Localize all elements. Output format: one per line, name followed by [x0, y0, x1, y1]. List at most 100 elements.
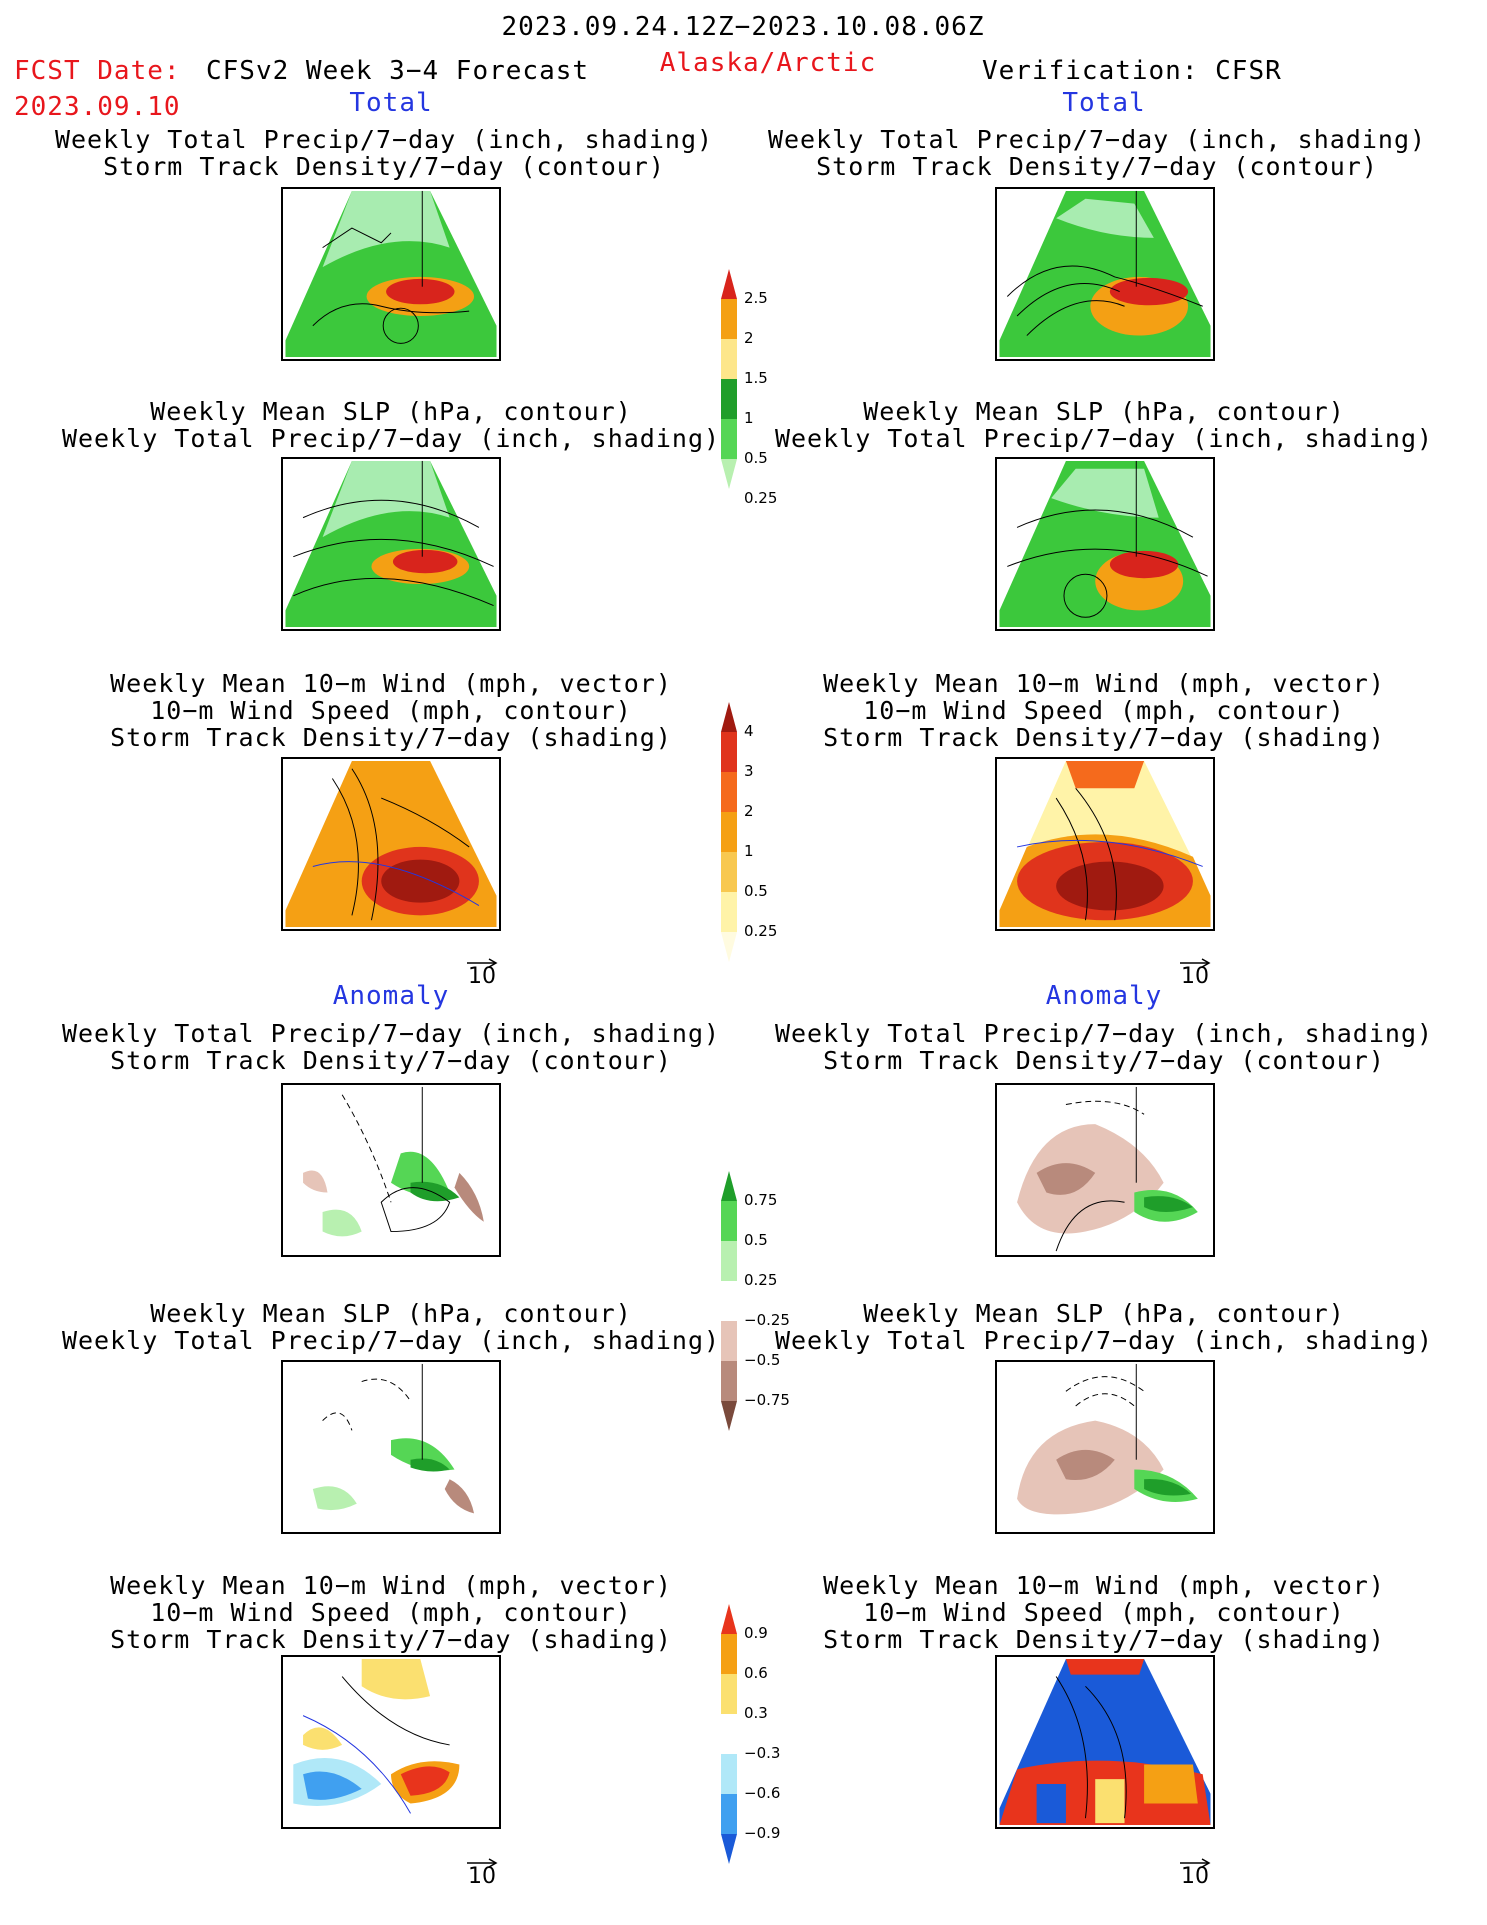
map-anom-wind-storm-verification [995, 1655, 1215, 1829]
colorbar-label: 0.3 [744, 1704, 768, 1722]
vector-reference-total-left: 10 [460, 950, 504, 989]
colorbar-swatch [721, 1634, 737, 1674]
colorbar-swatch [721, 892, 737, 932]
map-anom-precip-storm-verification [995, 1083, 1215, 1257]
colorbar-label: 2 [744, 329, 754, 347]
vector-reference-value: 10 [468, 964, 496, 989]
panel-title-anom-precip-left: Weekly Total Precip/7−day (inch, shading… [62, 1020, 720, 1074]
colorbar-swatch [721, 1241, 737, 1281]
panel-title-line: 10−m Wind Speed (mph, contour) [863, 696, 1345, 725]
map-canvas [999, 1658, 1211, 1826]
colorbar-swatch [721, 1201, 737, 1241]
vector-reference-value: 10 [1181, 964, 1209, 989]
panel-title-line: Storm Track Density/7−day (shading) [823, 723, 1385, 752]
colorbar-label: −0.6 [744, 1784, 781, 1802]
panel-title-total-precip-left: Weekly Total Precip/7−day (inch, shading… [55, 126, 713, 180]
panel-title-line: Storm Track Density/7−day (contour) [110, 1046, 672, 1075]
map-canvas [293, 1658, 460, 1814]
colorbar-label: 1.5 [744, 369, 768, 387]
verification-label: Verification: CFSR [982, 56, 1282, 86]
panel-title-line: Weekly Total Precip/7−day (inch, shading… [774, 1019, 1434, 1048]
arrow-right-icon [1173, 950, 1217, 968]
panel-title-line: Weekly Mean SLP (hPa, contour) [863, 397, 1345, 426]
colorbar-graphic [721, 702, 737, 962]
map-canvas [285, 760, 497, 928]
colorbar-label: 4 [744, 722, 754, 740]
colorbar-label: −0.3 [744, 1744, 781, 1762]
colorbar-label: 1 [744, 409, 754, 427]
colorbar-swatch [721, 419, 737, 459]
colorbar-swatch [721, 1171, 737, 1201]
colorbar-swatch [721, 339, 737, 379]
map-anom-wind-storm-forecast [281, 1655, 501, 1829]
panel-title-line: Weekly Total Precip/7−day (inch, shading… [54, 125, 714, 154]
colorbar-label: 2.5 [744, 289, 768, 307]
colorbar-swatch [721, 1794, 737, 1834]
colorbar-label: 0.25 [744, 922, 778, 940]
map-canvas [1017, 1086, 1198, 1252]
period-title: 2023.09.24.12Z−2023.10.08.06Z [501, 12, 985, 42]
colorbar-label: 0.75 [744, 1191, 778, 1209]
colorbar-graphic [721, 1171, 737, 1431]
colorbar-label: 0.5 [744, 449, 768, 467]
panel-title-line: Weekly Total Precip/7−day (inch, shading… [774, 1326, 1434, 1355]
arrow-right-icon [460, 1850, 504, 1868]
colorbar-label: −0.25 [744, 1311, 790, 1329]
map-total-precip-storm-forecast [281, 187, 501, 361]
colorbar-graphic [721, 269, 737, 489]
panel-title-line: Weekly Mean SLP (hPa, contour) [150, 397, 632, 426]
panel-title-line: Weekly Total Precip/7−day (inch, shading… [61, 1019, 721, 1048]
panel-title-line: Storm Track Density/7−day (contour) [816, 152, 1378, 181]
map-total-slp-precip-forecast [281, 457, 501, 631]
vector-reference-anom-right: 10 [1173, 1850, 1217, 1889]
colorbar-label: 0.5 [744, 882, 768, 900]
colorbar-label: 0.6 [744, 1664, 768, 1682]
panel-title-total-precip-right: Weekly Total Precip/7−day (inch, shading… [768, 126, 1426, 180]
map-anom-slp-precip-verification [995, 1360, 1215, 1534]
panel-title-line: Storm Track Density/7−day (shading) [110, 723, 672, 752]
panel-title-line: Storm Track Density/7−day (contour) [823, 1046, 1385, 1075]
panel-title-anom-wind-right: Weekly Mean 10−m Wind (mph, vector) 10−m… [823, 1572, 1385, 1653]
colorbar-swatch [721, 772, 737, 812]
fcst-date: 2023.09.10 [14, 92, 181, 122]
vector-reference-value: 10 [1181, 1864, 1209, 1889]
colorbar-label: 3 [744, 762, 754, 780]
map-anom-precip-storm-forecast [281, 1083, 501, 1257]
forecast-name: CFSv2 Week 3−4 Forecast [206, 56, 590, 86]
panel-title-line: Weekly Total Precip/7−day (inch, shading… [767, 125, 1427, 154]
colorbar-swatch [721, 1401, 737, 1431]
colorbar-swatch [721, 1604, 737, 1634]
colorbar-swatch [721, 732, 737, 772]
map-total-wind-storm-forecast [281, 757, 501, 931]
colorbar-label: −0.9 [744, 1824, 781, 1842]
panel-title-anom-wind-left: Weekly Mean 10−m Wind (mph, vector) 10−m… [110, 1572, 672, 1653]
section-total-left: Total [349, 88, 433, 118]
panel-title-line: Weekly Total Precip/7−day (inch, shading… [61, 424, 721, 453]
map-total-slp-precip-verification [995, 457, 1215, 631]
panel-title-anom-slp-left: Weekly Mean SLP (hPa, contour) Weekly To… [62, 1300, 720, 1354]
arrow-right-icon [460, 950, 504, 968]
panel-title-line: Weekly Mean SLP (hPa, contour) [863, 1299, 1345, 1328]
colorbar-label: 0.5 [744, 1231, 768, 1249]
section-total-right: Total [1062, 88, 1146, 118]
colorbar-label: 2 [744, 802, 754, 820]
panel-title-anom-slp-right: Weekly Mean SLP (hPa, contour) Weekly To… [775, 1300, 1433, 1354]
map-canvas [303, 1086, 484, 1237]
colorbar-graphic [721, 1604, 737, 1864]
panel-title-line: Weekly Mean 10−m Wind (mph, vector) [110, 669, 672, 698]
section-anomaly-right: Anomaly [1045, 981, 1163, 1011]
map-canvas [285, 460, 497, 628]
panel-title-line: Weekly Mean 10−m Wind (mph, vector) [110, 1571, 672, 1600]
panel-title-line: Weekly Mean 10−m Wind (mph, vector) [823, 669, 1385, 698]
map-total-wind-storm-verification [995, 757, 1215, 931]
colorbar-swatch [721, 1674, 737, 1714]
map-canvas [999, 190, 1211, 358]
colorbar-label: −0.75 [744, 1391, 790, 1409]
panel-title-line: Weekly Mean 10−m Wind (mph, vector) [823, 1571, 1385, 1600]
arrow-right-icon [1173, 1850, 1217, 1868]
panel-title-line: 10−m Wind Speed (mph, contour) [150, 696, 632, 725]
panel-title-anom-precip-right: Weekly Total Precip/7−day (inch, shading… [775, 1020, 1433, 1074]
panel-title-line: Weekly Total Precip/7−day (inch, shading… [774, 424, 1434, 453]
colorbar-swatch [721, 1834, 737, 1864]
map-canvas [999, 460, 1211, 628]
